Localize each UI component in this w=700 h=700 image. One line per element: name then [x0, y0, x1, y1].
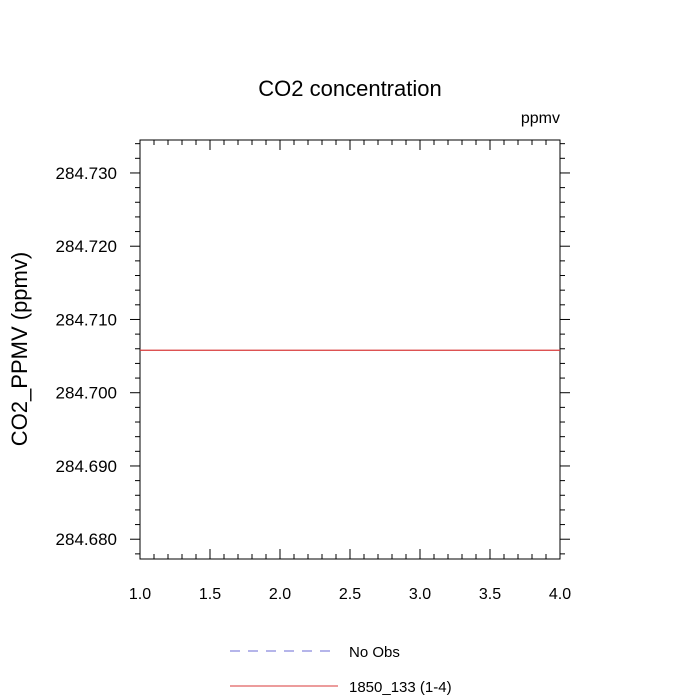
units-label: ppmv [521, 110, 560, 127]
y-tick-label: 284.710 [56, 310, 117, 329]
axis-ticks: 1.0 1.5 2.0 2.5 3.0 3.5 4.0 284.680 284.690 284.7… [56, 140, 571, 603]
y-tick-label: 284.720 [56, 237, 117, 256]
y-tick-label: 284.730 [56, 164, 117, 183]
legend-label: 1850_133 (1-4) [349, 679, 452, 696]
y-tick-label: 284.700 [56, 384, 117, 403]
legend-label: No Obs [349, 644, 400, 661]
legend: No Obs 1850_133 (1-4) [230, 644, 452, 696]
chart-title: CO2 concentration [258, 76, 441, 101]
y-axis-label: CO2_PPMV (ppmv) [7, 252, 32, 446]
x-tick-label: 2.5 [339, 586, 361, 603]
y-tick-label: 284.680 [56, 530, 117, 549]
x-tick-label: 3.5 [479, 586, 501, 603]
x-tick-label: 1.5 [199, 586, 221, 603]
plot-frame [139, 139, 561, 560]
x-tick-label: 4.0 [549, 586, 571, 603]
x-tick-label: 2.0 [269, 586, 291, 603]
x-tick-label: 3.0 [409, 586, 431, 603]
x-tick-label: 1.0 [129, 586, 151, 603]
y-tick-label: 284.690 [56, 457, 117, 476]
